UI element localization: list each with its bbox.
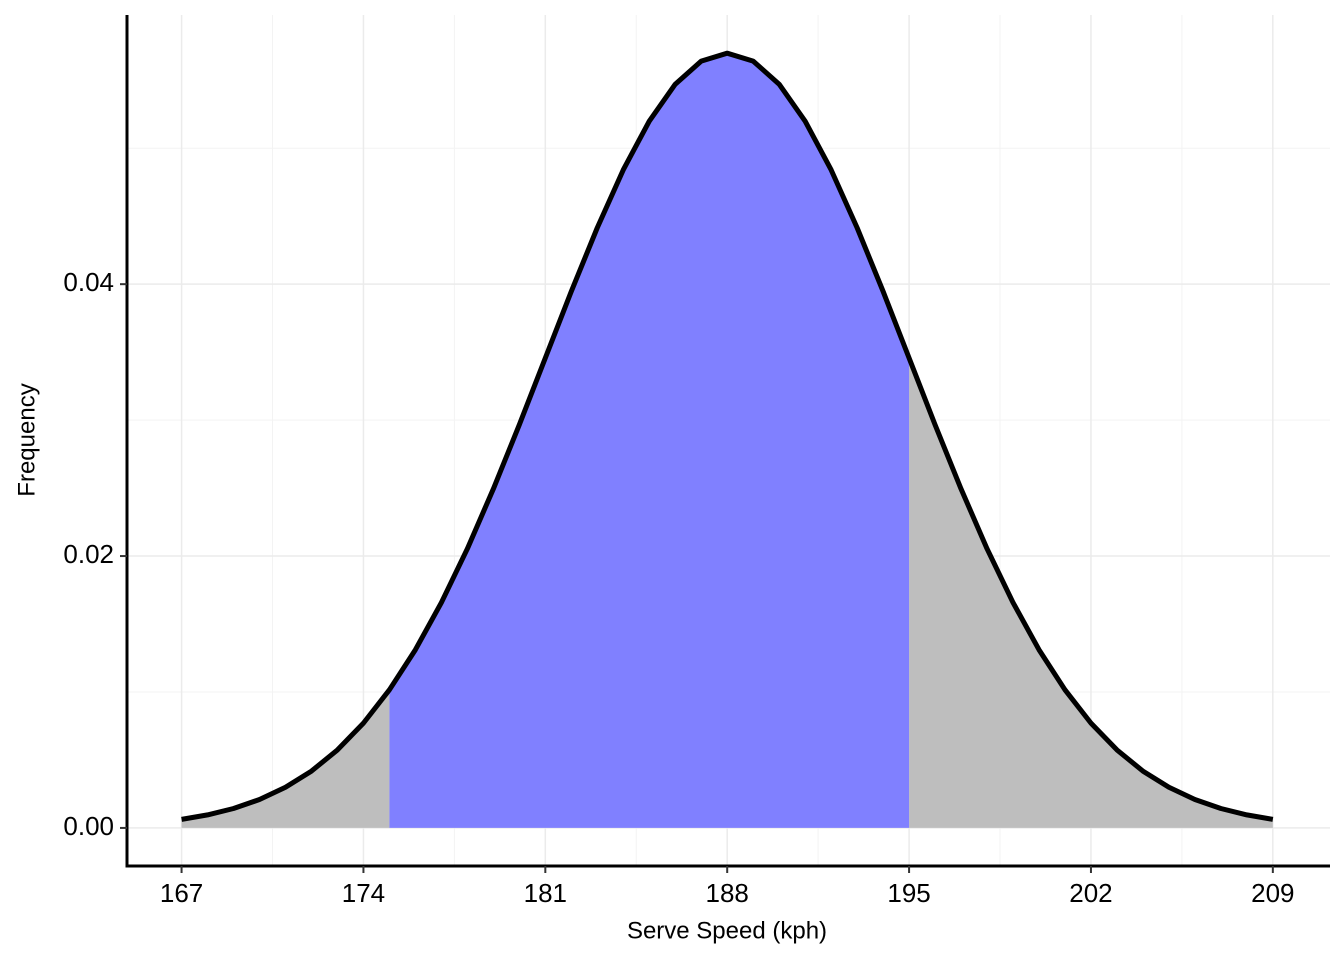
y-tick-label: 0.04 xyxy=(63,267,114,297)
x-tick-label: 167 xyxy=(160,878,203,908)
x-tick-label: 209 xyxy=(1251,878,1294,908)
y-axis-title: Frequency xyxy=(13,383,40,496)
tail-area xyxy=(909,357,1273,828)
highlight-area xyxy=(389,53,910,828)
x-axis-title: Serve Speed (kph) xyxy=(627,917,827,944)
x-tick-label: 181 xyxy=(524,878,567,908)
x-tick-label: 195 xyxy=(887,878,930,908)
x-tick-label: 202 xyxy=(1069,878,1112,908)
x-tick-label: 174 xyxy=(342,878,385,908)
y-tick-label: 0.02 xyxy=(63,539,114,569)
y-tick-label: 0.00 xyxy=(63,811,114,841)
x-tick-label: 188 xyxy=(706,878,749,908)
tail-area xyxy=(181,689,390,828)
density-line xyxy=(181,50,1274,822)
